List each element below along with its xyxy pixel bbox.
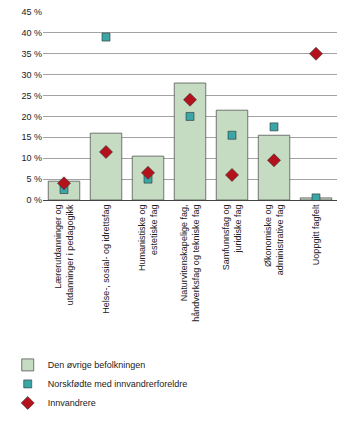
svg-text:25 %: 25 % [21,91,42,101]
svg-text:Samfunnsfag ogjuridiske fag: Samfunnsfag ogjuridiske fag [221,205,243,271]
svg-text:30 %: 30 % [21,70,42,80]
svg-text:Norskfødte med innvandrerforel: Norskfødte med innvandrerforeldre [48,379,188,389]
svg-text:10 %: 10 % [21,153,42,163]
svg-text:Den øvrige befolkningen: Den øvrige befolkningen [48,360,146,370]
svg-text:40 %: 40 % [21,28,42,38]
svg-text:15 %: 15 % [21,132,42,142]
svg-text:Lærerutdanninger ogutdanninger: Lærerutdanninger ogutdanninger i pedagog… [53,204,75,305]
svg-text:Helse-, sosial- og idrettsfag: Helse-, sosial- og idrettsfag [101,205,111,314]
svg-text:45 %: 45 % [21,7,42,17]
svg-text:Økonomiske ogadministrative fa: Økonomiske ogadministrative fag [263,205,285,276]
svg-text:20 %: 20 % [21,112,42,122]
svg-text:0 %: 0 % [26,195,42,205]
svg-text:Naturvitenskapelige fag,håndve: Naturvitenskapelige fag,håndverksfag og … [179,205,201,322]
svg-text:Uoppgitt fagfelt: Uoppgitt fagfelt [311,204,321,265]
svg-text:5 %: 5 % [26,174,42,184]
svg-text:Humanistiske ogestetiske fag: Humanistiske ogestetiske fag [137,205,159,272]
svg-text:Innvandrere: Innvandrere [48,398,96,408]
svg-text:35 %: 35 % [21,49,42,59]
